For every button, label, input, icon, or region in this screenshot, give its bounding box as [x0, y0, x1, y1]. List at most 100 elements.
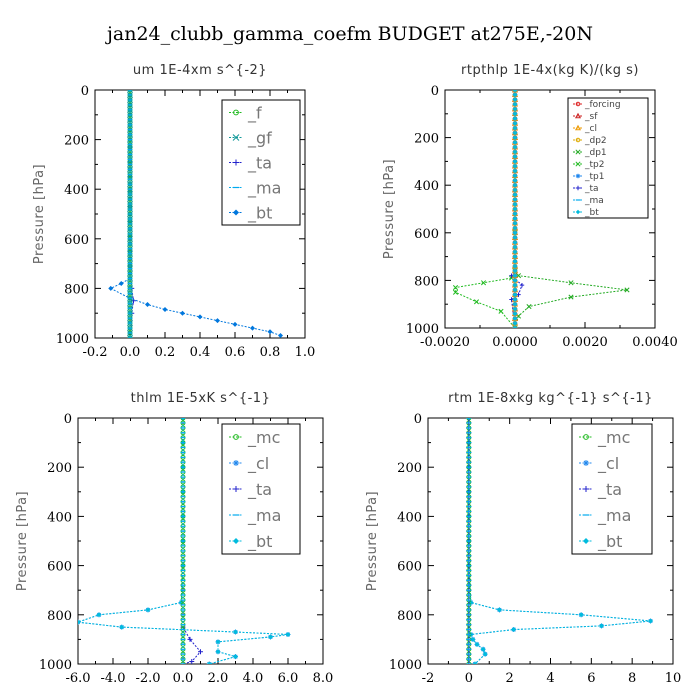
data-point: [512, 111, 518, 116]
data-point: [512, 240, 518, 245]
data-point: [180, 310, 185, 316]
legend-label: _dp2: [584, 136, 607, 146]
legend-label: _bt: [584, 208, 599, 218]
legend-marker: [233, 460, 239, 466]
data-point: [512, 121, 518, 126]
data-point: [215, 639, 221, 645]
data-point: [127, 335, 133, 338]
data-point: [512, 178, 518, 183]
data-point: [512, 149, 518, 155]
plot-area: [78, 418, 291, 664]
data-point: [215, 318, 220, 324]
panel-title: um 1E-4xm s^{-2}: [133, 63, 267, 78]
data-point: [268, 634, 273, 640]
data-point: [512, 316, 518, 321]
data-point: [624, 287, 630, 293]
y-tick-label: 600: [414, 227, 439, 242]
data-point: [118, 280, 124, 286]
data-point: [511, 627, 517, 633]
y-tick-label: 400: [47, 510, 72, 525]
legend-label: _bt: [597, 532, 622, 552]
data-point: [512, 306, 518, 312]
data-point: [512, 230, 518, 235]
data-point: [512, 130, 518, 136]
data-point: [512, 144, 518, 150]
chart-panel-2: rtpthlp 1E-4x(kg K)/(kg s) 0 200 400 600 800 1…: [382, 63, 678, 350]
legend-label: _mc: [597, 428, 630, 448]
y-tick-label: 800: [397, 609, 422, 624]
legend-box: [567, 97, 649, 219]
y-tick-label: 1000: [389, 658, 422, 673]
x-tick-label: 4: [546, 671, 554, 686]
plot-area: [452, 90, 630, 328]
data-point: [233, 629, 238, 635]
y-tick-label: 0: [64, 412, 72, 427]
y-tick-label: 1000: [406, 322, 439, 337]
data-point: [452, 284, 459, 291]
data-point: [466, 661, 472, 664]
legend-label: _dp1: [584, 148, 607, 158]
x-tick-label: 10: [665, 671, 682, 686]
data-point: [496, 607, 502, 613]
data-point: [512, 325, 518, 328]
data-point: [512, 168, 518, 174]
y-axis-label: Pressure [hPa]: [32, 164, 47, 264]
data-point: [512, 173, 518, 178]
x-tick-label: 8.0: [313, 671, 334, 686]
data-point: [512, 263, 518, 269]
data-point: [482, 651, 488, 657]
data-point: [145, 607, 151, 613]
legend-marker: [583, 434, 589, 440]
legend-label: _ta: [584, 184, 599, 194]
data-point: [512, 92, 518, 97]
data-point: [470, 636, 476, 642]
data-point: [215, 649, 221, 655]
x-tick-label: -0.2: [82, 345, 107, 360]
series-line: [182, 418, 202, 664]
data-point: [512, 287, 518, 293]
legend-label: _cl: [247, 454, 269, 474]
data-point: [452, 289, 459, 295]
legend-marker: [575, 149, 581, 155]
x-tick-label: 6.0: [278, 671, 299, 686]
legend-marker: [233, 209, 239, 216]
chart-panel-4: rtm 1E-8xkg kg^{-1} s^{-1} 0 200 400 600 800 1…: [365, 391, 681, 686]
chart-panel-1: um 1E-4xm s^{-2} 0 200 400 600 800 1000-0.2 0.0…: [32, 63, 315, 360]
data-point: [198, 649, 203, 655]
legend-marker: [233, 538, 239, 544]
data-point: [568, 294, 574, 300]
legend-label: _ma: [247, 179, 281, 199]
legend-marker: [233, 109, 239, 116]
data-point: [512, 163, 518, 169]
data-point: [512, 159, 518, 164]
legend-marker: [583, 538, 589, 544]
legend-label: _ta: [597, 480, 622, 500]
series-ma: [127, 90, 133, 338]
data-point: [512, 90, 518, 93]
data-point: [599, 623, 605, 629]
data-point: [232, 321, 238, 327]
y-tick-label: 1000: [56, 332, 89, 347]
data-point: [512, 192, 518, 197]
series-tp2: [452, 90, 518, 328]
x-tick-label: -4.0: [100, 671, 125, 686]
series-bt: [512, 90, 518, 328]
data-point: [127, 90, 133, 93]
legend-label: _ma: [247, 506, 281, 526]
data-point: [145, 302, 150, 308]
y-tick-label: 200: [64, 134, 89, 149]
x-tick-label: 0.0000: [492, 335, 538, 350]
legend-label: _cl: [597, 454, 619, 474]
x-tick-label: 0.0: [120, 345, 141, 360]
legend-marker: [575, 137, 581, 143]
series-ma: [180, 418, 186, 664]
data-point: [512, 297, 518, 302]
x-tick-label: -2.0: [135, 671, 160, 686]
x-tick-label: 8: [628, 671, 636, 686]
x-tick-label: 2: [506, 671, 514, 686]
data-point: [472, 661, 478, 664]
y-tick-label: 200: [414, 132, 439, 147]
y-tick-label: 0: [81, 84, 89, 99]
data-point: [512, 125, 518, 131]
data-point: [498, 308, 504, 314]
